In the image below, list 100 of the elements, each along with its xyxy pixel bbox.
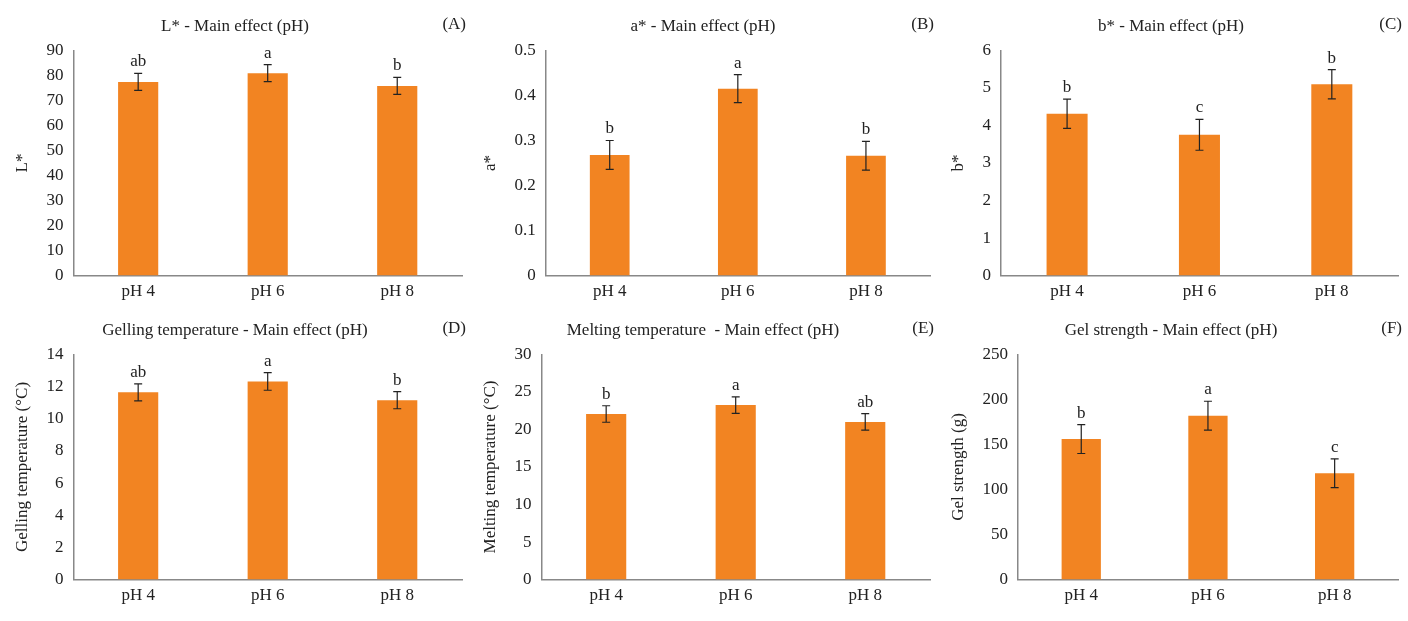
bar: [589, 154, 630, 276]
y-tick-label: 6: [982, 39, 991, 59]
bar: [118, 392, 159, 580]
bar: [1061, 439, 1101, 580]
y-axis-title: a*: [479, 154, 499, 172]
annotation: b: [392, 55, 402, 75]
y-tick-label: 60: [46, 114, 64, 134]
annotation: b: [392, 369, 402, 389]
y-tick-label: 20: [46, 215, 64, 235]
y-tick-label: 10: [46, 240, 64, 260]
x-tick-label: pH 8: [1315, 281, 1349, 301]
x-tick-label: pH 4: [121, 281, 156, 301]
y-tick-label: 250: [982, 343, 1008, 363]
y-tick-label: 1: [982, 227, 991, 247]
annotation: c: [1195, 97, 1204, 117]
bar: [717, 88, 758, 276]
x-tick-label: pH 4: [592, 281, 627, 301]
y-tick-label: 2: [982, 190, 991, 209]
y-tick-label: 0: [54, 265, 64, 285]
bar: [1311, 84, 1353, 276]
y-tick-label: 4: [982, 114, 992, 134]
chart-title: b* - Main effect (pH): [1097, 15, 1245, 35]
y-axis-title: L*: [11, 153, 31, 173]
y-tick-label: 6: [54, 472, 64, 492]
y-tick-label: 5: [522, 531, 532, 551]
annotation: a: [731, 374, 740, 394]
x-tick-label: pH 8: [380, 281, 414, 301]
bar: [1315, 473, 1355, 580]
y-tick-label: 0: [54, 569, 64, 589]
y-tick-label: 0: [527, 265, 536, 285]
y-tick-label: 4: [54, 504, 64, 524]
text: (A): [442, 13, 466, 33]
y-tick-label: 0: [999, 569, 1008, 589]
annotation: a: [1204, 379, 1213, 399]
x-tick-label: pH 8: [849, 281, 883, 301]
y-tick-label: 0.1: [514, 220, 536, 240]
y-tick-label: 10: [514, 494, 532, 513]
y-tick-label: 30: [514, 343, 532, 363]
chart-title: a* - Main effect (pH): [630, 15, 776, 35]
x-tick-label: pH 4: [589, 585, 624, 605]
chart-title: Melting temperature - Main effect (pH): [566, 319, 840, 339]
x-tick-label: pH 6: [250, 585, 285, 605]
x-tick-label: pH 6: [250, 281, 285, 301]
y-tick-label: 90: [46, 39, 64, 59]
y-tick-label: 0.5: [514, 39, 536, 59]
x-tick-label: pH 6: [721, 281, 755, 301]
y-tick-label: 30: [46, 190, 64, 209]
annotation: b: [1077, 402, 1086, 422]
annotation: a: [263, 42, 272, 62]
y-tick-label: 20: [514, 418, 532, 438]
annotation: b: [1062, 77, 1072, 97]
y-tick-label: 50: [990, 524, 1008, 544]
y-tick-label: 14: [46, 343, 64, 363]
bar: [846, 155, 886, 276]
chart-title: Gel strength - Main effect (pH): [1064, 319, 1278, 339]
x-tick-label: pH 4: [1050, 281, 1085, 301]
y-tick-label: 25: [514, 381, 532, 401]
y-tick-label: 5: [982, 77, 991, 97]
y-tick-label: 3: [982, 152, 991, 172]
text: (C): [1379, 13, 1402, 33]
y-tick-label: 50: [46, 139, 64, 159]
y-tick-label: 15: [514, 456, 532, 476]
y-axis-title: Gelling temperature (°C): [11, 381, 31, 553]
annotation: a: [734, 52, 743, 72]
annotation: ab: [130, 361, 147, 381]
x-tick-label: pH 8: [1317, 585, 1352, 605]
y-tick-label: 12: [46, 376, 64, 396]
text: (F): [1381, 317, 1402, 337]
annotation: b: [861, 119, 871, 139]
text: (B): [911, 13, 934, 33]
y-tick-label: 150: [982, 433, 1008, 453]
annotation: c: [1330, 436, 1339, 456]
y-tick-label: 10: [46, 408, 64, 428]
y-tick-label: 0.3: [514, 129, 536, 149]
annotation: b: [601, 383, 611, 403]
x-tick-label: pH 6: [718, 585, 753, 605]
annotation: b: [1327, 47, 1337, 67]
x-tick-label: pH 8: [848, 585, 882, 605]
chart-title: L* - Main effect (pH): [161, 15, 309, 35]
annotation: b: [605, 118, 614, 138]
bar: [1046, 113, 1088, 276]
annotation: ab: [857, 391, 874, 411]
y-tick-label: 0.4: [514, 84, 537, 104]
y-tick-label: 0: [982, 265, 991, 285]
x-tick-label: pH 8: [380, 585, 414, 605]
y-tick-label: 40: [46, 164, 64, 184]
y-axis-title: Melting temperature (°C): [479, 380, 499, 554]
bar: [1178, 134, 1220, 276]
y-tick-label: 0: [522, 569, 532, 589]
annotation: a: [263, 350, 272, 370]
bar: [377, 400, 418, 580]
x-tick-label: pH 4: [121, 585, 156, 605]
y-tick-label: 100: [982, 478, 1008, 498]
y-axis-title: Gel strength (g): [947, 413, 967, 521]
y-tick-label: 0.2: [514, 174, 536, 194]
bar: [1188, 415, 1228, 580]
text: (E): [912, 317, 934, 337]
y-axis-title: b*: [947, 154, 967, 172]
y-tick-label: 80: [46, 64, 64, 84]
y-tick-label: 70: [46, 89, 64, 109]
